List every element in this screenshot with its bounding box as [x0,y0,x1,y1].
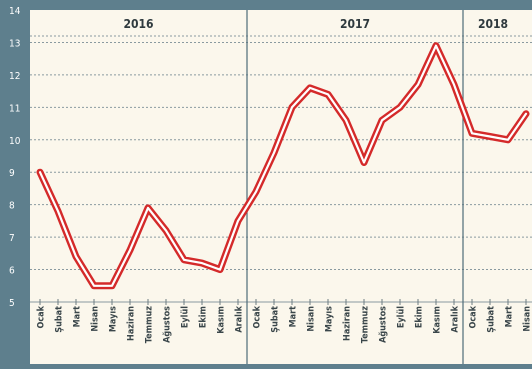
y-tick-label: 14 [9,6,21,17]
data-point [148,207,149,208]
data-point [40,172,41,173]
data-point [58,211,59,212]
x-tick-label: Temmuz [145,306,155,343]
x-tick-label: Ağustos [379,306,389,343]
year-label: 2017 [340,17,370,31]
x-tick-label: Haziran [127,306,137,341]
data-point [490,136,491,137]
data-point [310,87,311,88]
data-point [454,84,455,85]
data-point [76,256,77,257]
y-tick-label: 8 [9,201,15,212]
data-point [184,259,185,260]
x-tick-label: Ocak [469,305,479,328]
data-point [526,113,527,114]
x-tick-label: Mayıs [109,306,119,332]
data-point [220,269,221,270]
x-tick-label: Şubat [55,306,65,333]
data-point [346,120,347,121]
x-tick-label: Şubat [271,306,281,333]
data-point [274,152,275,153]
x-tick-label: Ekim [415,306,425,328]
y-tick-label: 12 [9,71,20,82]
data-point [472,133,473,134]
x-tick-label: Kasım [217,306,227,334]
data-point [94,285,95,286]
year-label: 2018 [478,17,508,31]
data-point [166,230,167,231]
x-tick-label: Mart [505,306,515,328]
data-point [382,120,383,121]
x-tick-label: Ağustos [163,306,173,343]
year-label: 2016 [123,17,153,31]
x-tick-label: Eylül [397,306,407,328]
data-point [418,84,419,85]
x-tick-label: Haziran [343,306,353,341]
data-point [112,285,113,286]
x-tick-label: Eylül [181,306,191,328]
data-point [292,107,293,108]
y-tick-label: 7 [9,233,15,244]
data-point [436,45,437,46]
y-tick-label: 9 [9,168,15,179]
data-point [364,162,365,163]
data-point [202,263,203,264]
data-point [508,139,509,140]
x-tick-label: Ocak [37,305,47,328]
x-tick-label: Aralık [451,305,461,332]
y-tick-label: 5 [9,298,15,309]
x-tick-label: Mayıs [325,306,335,332]
y-tick-label: 11 [9,103,20,114]
data-point [256,191,257,192]
data-point [400,107,401,108]
x-tick-label: Nisan [307,306,317,332]
x-tick-label: Kasım [433,306,443,334]
y-tick-label: 10 [9,136,21,147]
x-tick-label: Nisan [91,306,101,332]
data-point [130,250,131,251]
data-point [238,220,239,221]
data-point [328,94,329,95]
x-tick-label: Mart [289,306,299,328]
x-tick-label: Ekim [199,306,209,328]
x-tick-label: Şubat [487,306,497,333]
x-tick-label: Aralık [235,305,245,332]
y-tick-label: 6 [9,266,15,277]
y-tick-label: 13 [9,38,20,49]
x-tick-label: Mart [73,306,83,328]
x-tick-label: Ocak [253,305,263,328]
x-tick-label: Nisan [523,306,532,332]
x-tick-label: Temmuz [361,306,371,343]
